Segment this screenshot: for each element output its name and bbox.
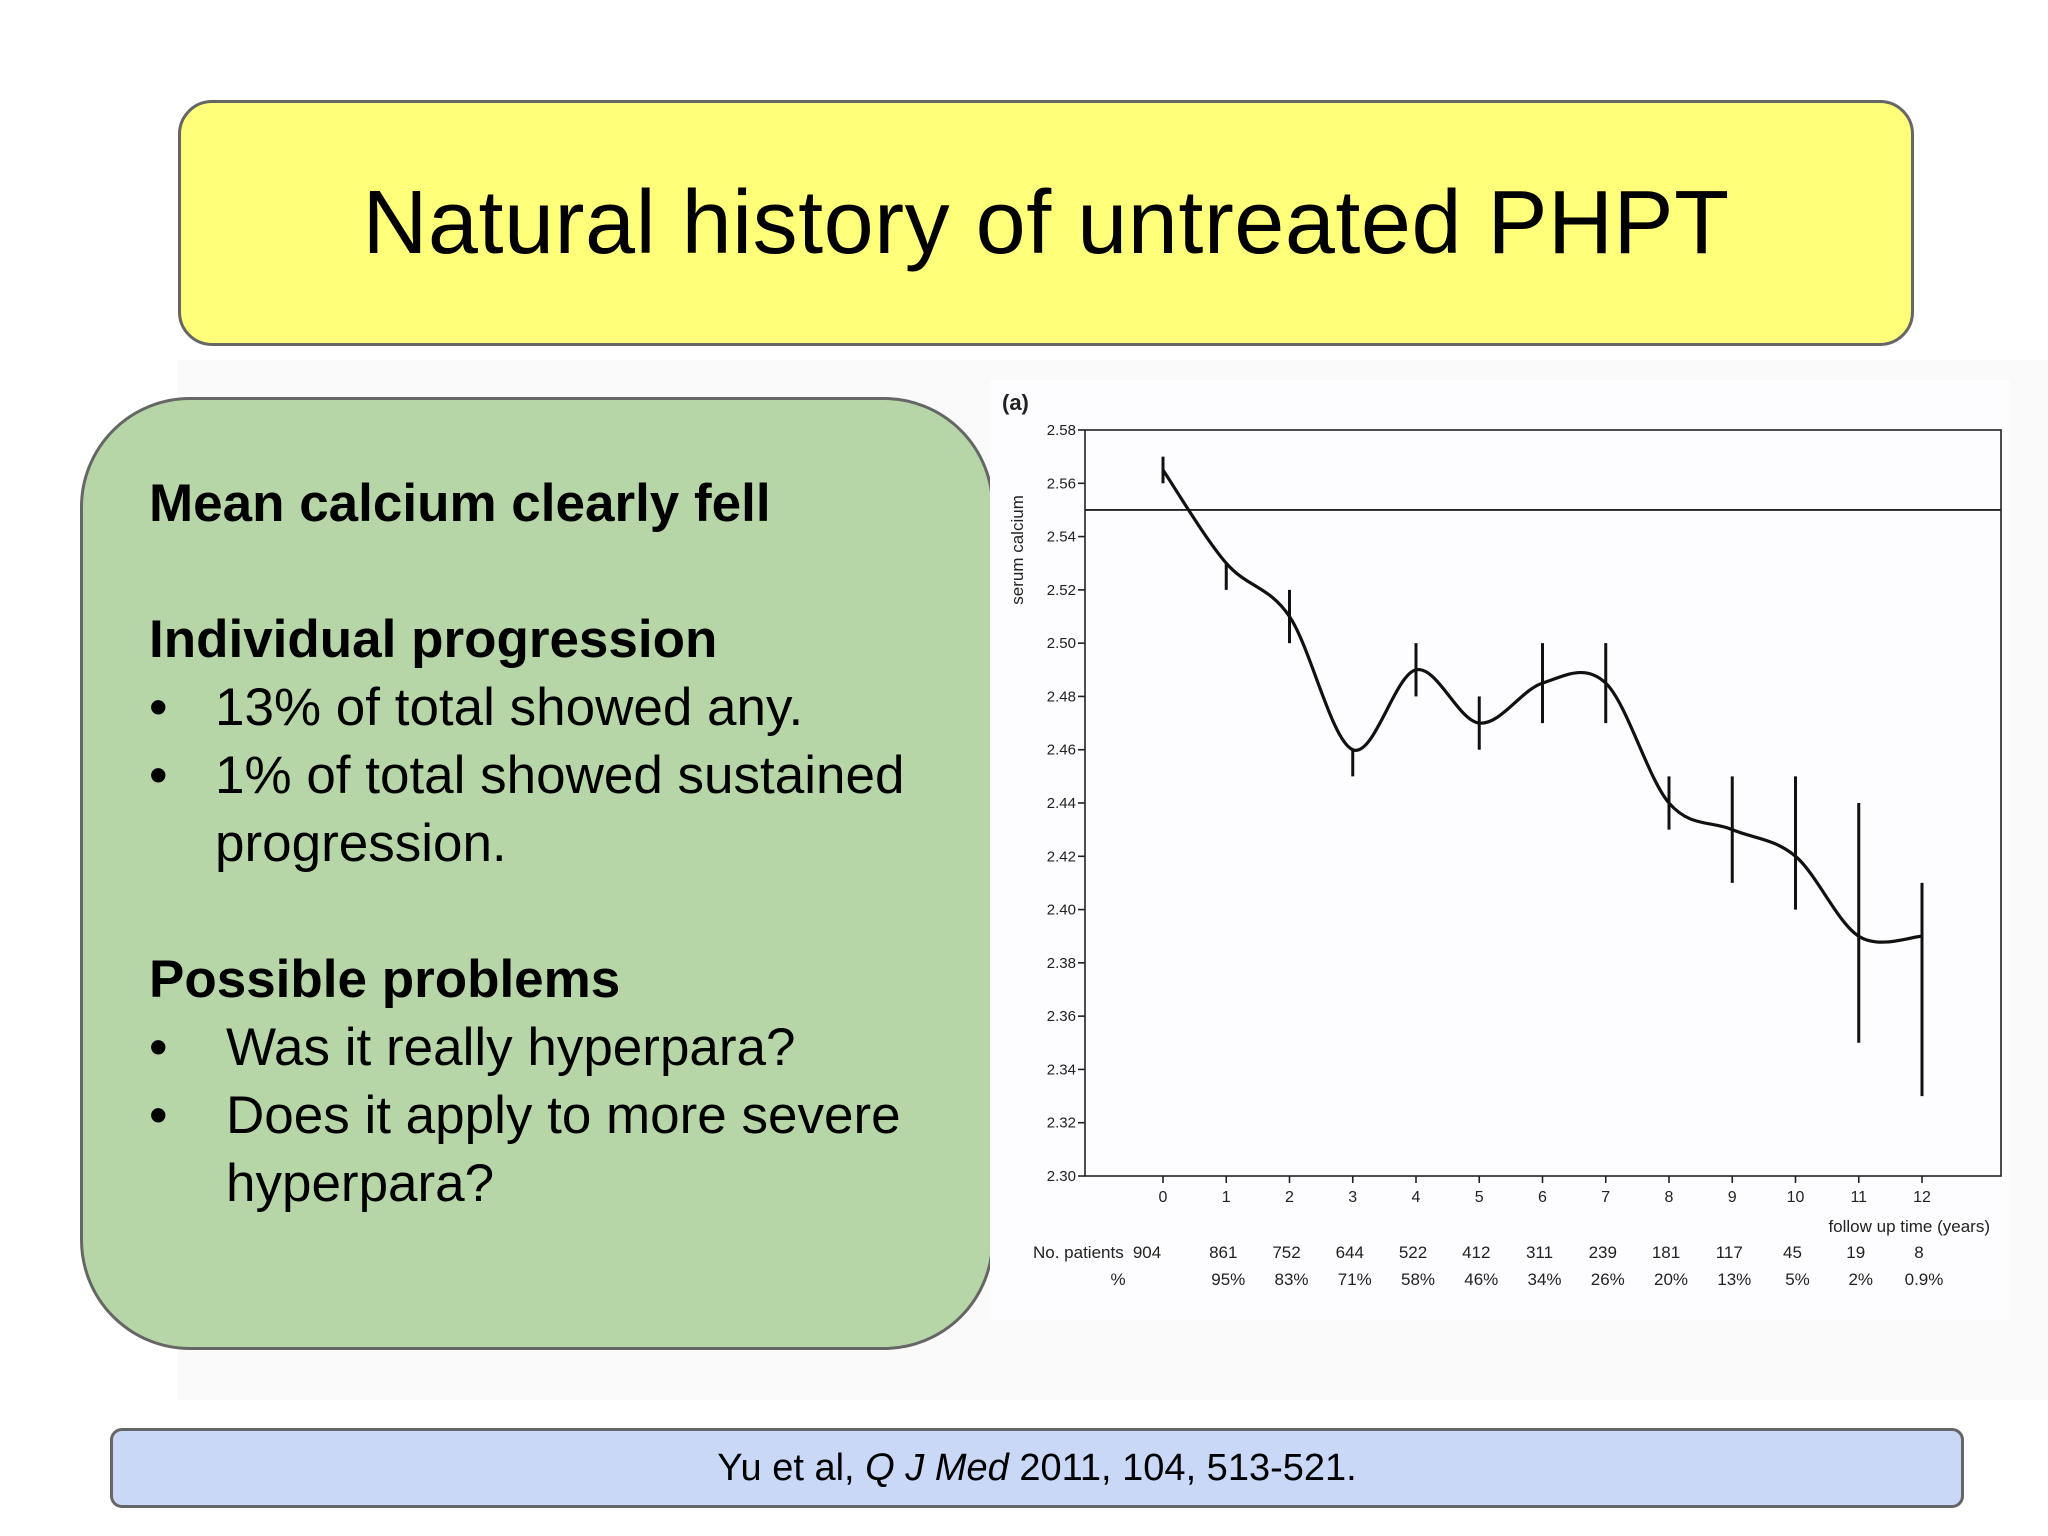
y-tick-label: 2.54 xyxy=(1047,529,1076,546)
x-tick-label: 9 xyxy=(1728,1189,1737,1206)
x-axis-label: follow up time (years) xyxy=(1828,1217,1990,1236)
bullet-text: 13% of total showed any. xyxy=(215,678,804,737)
bullet-item: • Does it apply to more severe hyperpara… xyxy=(149,1082,979,1218)
table-cell-percent: 13% xyxy=(1717,1270,1751,1289)
spacer xyxy=(149,878,979,946)
table-cell-percent: 83% xyxy=(1274,1270,1308,1289)
table-cell-percent: 95% xyxy=(1211,1270,1245,1289)
table-cell-patients: 904 xyxy=(1133,1243,1161,1262)
x-tick-label: 0 xyxy=(1159,1189,1168,1206)
bullet-text: Was it really hyperpara? xyxy=(226,1018,796,1077)
bullet-dot: • xyxy=(149,1086,168,1145)
y-tick-label: 2.40 xyxy=(1047,902,1076,919)
summary-text-content: Mean calcium clearly fell Individual pro… xyxy=(149,470,979,1218)
citation-suffix: 2011, 104, 513-521. xyxy=(1008,1446,1357,1489)
y-tick-label: 2.38 xyxy=(1047,955,1076,972)
y-tick-label: 2.36 xyxy=(1047,1008,1076,1025)
heading-mean-calcium: Mean calcium clearly fell xyxy=(149,474,771,533)
x-tick-label: 10 xyxy=(1787,1189,1805,1206)
y-tick-label: 2.58 xyxy=(1047,422,1076,439)
bullet-text: 1% of total showed sustained progression… xyxy=(215,746,905,873)
y-tick-label: 2.42 xyxy=(1047,848,1076,865)
table-cell-patients: 181 xyxy=(1652,1243,1680,1262)
table-cell-percent: 34% xyxy=(1527,1270,1561,1289)
table-cell-percent: 26% xyxy=(1591,1270,1625,1289)
table-cell-patients: 752 xyxy=(1272,1243,1300,1262)
x-tick-label: 4 xyxy=(1412,1189,1421,1206)
table-row-label: % xyxy=(1110,1270,1125,1289)
table-cell-percent: 0.9% xyxy=(1905,1270,1944,1289)
table-row-label: No. patients xyxy=(1033,1243,1124,1262)
table-cell-percent: 2% xyxy=(1848,1270,1873,1289)
x-tick-label: 7 xyxy=(1601,1189,1610,1206)
x-tick-label: 5 xyxy=(1475,1189,1484,1206)
table-cell-patients: 45 xyxy=(1783,1243,1802,1262)
citation-journal: Q J Med xyxy=(865,1446,1009,1489)
table-cell-percent: 5% xyxy=(1785,1270,1810,1289)
table-cell-patients: 19 xyxy=(1846,1243,1865,1262)
serum-calcium-chart: (a) 2.30 2.32 2.34 2.36 2.38 2.40 2.42 2.44 2.46 2… xyxy=(1002,390,2002,1289)
table-cell-patients: 239 xyxy=(1589,1243,1617,1262)
heading-possible-problems: Possible problems xyxy=(149,950,621,1009)
x-tick-label: 8 xyxy=(1665,1189,1674,1206)
y-tick-label: 2.44 xyxy=(1047,795,1076,812)
table-cell-patients: 117 xyxy=(1716,1243,1743,1262)
chart-background xyxy=(990,380,2010,1320)
plot-frame xyxy=(1084,429,2002,1177)
y-tick-label: 2.34 xyxy=(1047,1061,1076,1078)
citation-box: Yu et al, Q J Med 2011, 104, 513-521. xyxy=(110,1428,1964,1508)
y-tick-label: 2.50 xyxy=(1047,635,1076,652)
table-cell-percent: 71% xyxy=(1338,1270,1372,1289)
y-tick-label: 2.52 xyxy=(1047,582,1076,599)
x-tick-label: 3 xyxy=(1348,1189,1357,1206)
mean-calcium-line xyxy=(1161,469,1923,944)
table-cell-patients: 522 xyxy=(1399,1243,1427,1262)
bullet-dot: • xyxy=(149,746,168,805)
slide-title: Natural history of untreated PHPT xyxy=(362,172,1730,273)
spacer xyxy=(149,538,979,606)
citation-prefix: Yu et al, xyxy=(717,1446,866,1489)
table-cell-patients: 8 xyxy=(1914,1243,1923,1262)
table-cell-percent: 46% xyxy=(1464,1270,1498,1289)
x-tick-label: 11 xyxy=(1850,1189,1867,1206)
panel-label: (a) xyxy=(1002,390,1029,415)
bullet-dot: • xyxy=(149,1018,168,1077)
table-cell-percent: 58% xyxy=(1401,1270,1435,1289)
table-cell-patients: 311 xyxy=(1526,1243,1553,1262)
y-tick-label: 2.30 xyxy=(1047,1168,1076,1185)
bullet-text: Does it apply to more severe hyperpara? xyxy=(226,1086,901,1213)
y-tick-label: 2.48 xyxy=(1047,688,1076,705)
table-cell-patients: 861 xyxy=(1209,1243,1237,1262)
heading-individual-progression: Individual progression xyxy=(149,610,718,669)
table-cell-patients: 644 xyxy=(1336,1243,1364,1262)
bullet-item: • 1% of total showed sustained progressi… xyxy=(149,742,979,878)
table-cell-patients: 412 xyxy=(1462,1243,1490,1262)
bullet-item: • Was it really hyperpara? xyxy=(149,1014,979,1082)
y-tick-label: 2.46 xyxy=(1047,742,1076,759)
y-tick-label: 2.56 xyxy=(1047,475,1076,492)
x-tick-label: 6 xyxy=(1538,1189,1547,1206)
bullet-item: • 13% of total showed any. xyxy=(149,674,979,742)
x-tick-label: 12 xyxy=(1913,1189,1931,1206)
table-cell-percent: 20% xyxy=(1654,1270,1688,1289)
bullet-dot: • xyxy=(149,678,168,737)
y-axis-label: serum calcium xyxy=(1008,495,1027,605)
summary-text-box: Mean calcium clearly fell Individual pro… xyxy=(80,397,994,1350)
title-box: Natural history of untreated PHPT xyxy=(178,100,1914,346)
x-tick-label: 1 xyxy=(1222,1189,1231,1206)
x-tick-label: 2 xyxy=(1285,1189,1294,1206)
y-tick-label: 2.32 xyxy=(1047,1115,1076,1132)
